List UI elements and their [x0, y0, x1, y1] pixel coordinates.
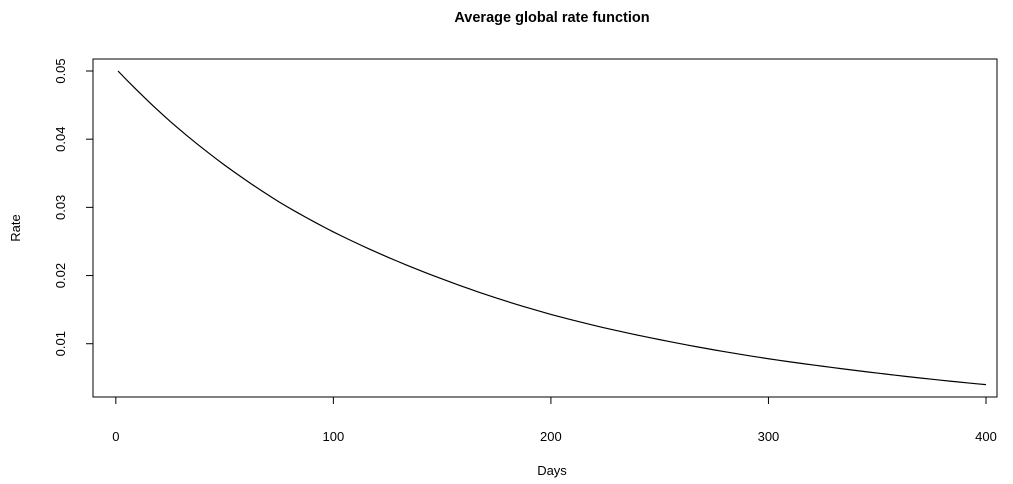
- y-tick-label: 0.04: [53, 127, 68, 152]
- y-tick-label: 0.03: [53, 195, 68, 220]
- y-tick-label: 0.05: [53, 58, 68, 83]
- y-axis: 0.01 0.02 0.03 0.04 0.05: [53, 58, 93, 356]
- x-axis-label: Days: [537, 463, 567, 478]
- chart-title: Average global rate function: [454, 10, 649, 26]
- series-line: [117, 70, 987, 386]
- y-tick-label: 0.01: [53, 331, 68, 356]
- y-tick-label: 0.02: [53, 263, 68, 288]
- x-tick-label: 0: [112, 429, 119, 444]
- y-axis-label: Rate: [8, 214, 23, 241]
- x-tick-label: 200: [540, 429, 562, 444]
- plot-frame: [92, 58, 998, 398]
- x-tick-label: 400: [975, 429, 997, 444]
- x-axis: 0 100 200 300 400: [112, 397, 997, 444]
- x-tick-label: 100: [323, 429, 345, 444]
- x-tick-label: 300: [758, 429, 780, 444]
